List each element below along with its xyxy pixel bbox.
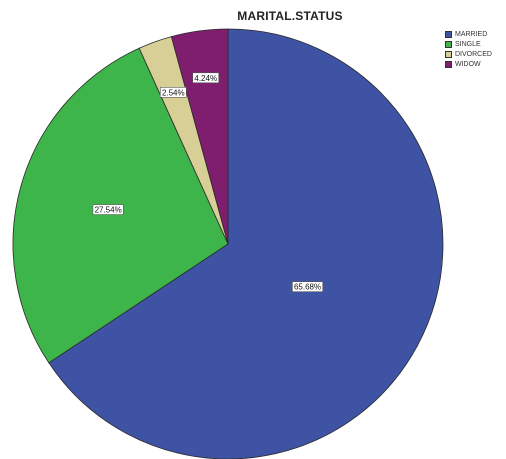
legend-swatch-widow — [445, 61, 452, 68]
legend-item-married: MARRIED — [445, 30, 505, 40]
legend-label-single: SINGLE — [455, 41, 481, 48]
legend-swatch-single — [445, 41, 452, 48]
data-label-single: 27.54% — [92, 204, 124, 215]
data-label-widow: 4.24% — [192, 72, 220, 84]
data-labels-layer: 65.68% 27.54% 2.54% 4.24% — [92, 72, 324, 293]
data-label-box-single — [92, 204, 124, 215]
legend-label-widow: WIDOW — [455, 61, 481, 68]
chart-title: MARITAL.STATUS — [237, 9, 343, 23]
legend: MARRIED SINGLE DIVORCED WIDOW — [445, 30, 505, 70]
legend-label-divorced: DIVORCED — [455, 51, 492, 58]
legend-item-divorced: DIVORCED — [445, 50, 505, 60]
data-label-text-widow: 4.24% — [194, 74, 217, 83]
slices-layer — [12, 28, 444, 459]
data-label-box-married — [292, 281, 324, 293]
data-label-box-widow — [192, 72, 220, 84]
data-label-married: 65.68% — [292, 281, 324, 293]
legend-item-widow: WIDOW — [445, 60, 505, 70]
data-label-divorced: 2.54% — [159, 87, 187, 98]
legend-item-single: SINGLE — [445, 40, 505, 50]
data-label-text-married: 65.68% — [294, 283, 321, 292]
legend-swatch-divorced — [445, 51, 452, 58]
data-label-text-divorced: 2.54% — [162, 88, 185, 97]
legend-swatch-married — [445, 31, 452, 38]
data-label-text-single: 27.54% — [95, 206, 122, 215]
data-label-box-divorced — [159, 87, 187, 98]
legend-label-married: MARRIED — [455, 31, 488, 38]
pie-slice-married — [48, 28, 444, 459]
